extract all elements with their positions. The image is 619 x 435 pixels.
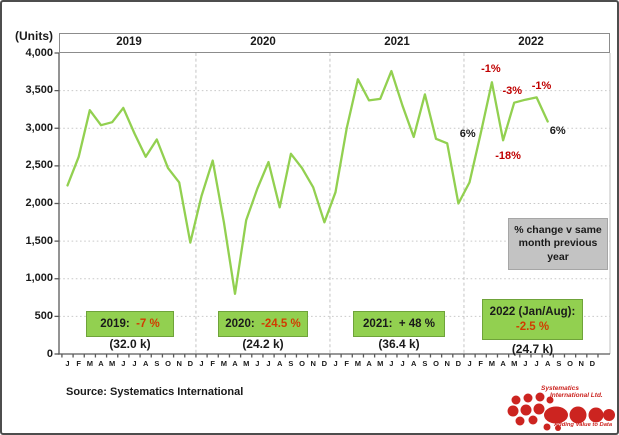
month-tick-label: S [288, 359, 294, 368]
year-label-2022: 2022 [518, 36, 544, 48]
summary-year: 2021: [363, 317, 393, 330]
month-tick-label: J [333, 359, 338, 368]
summary-year: 2020: [225, 317, 255, 330]
month-tick-label: D [455, 359, 462, 368]
month-tick-label: D [589, 359, 596, 368]
month-tick-label: J [132, 359, 137, 368]
month-tick-label: A [410, 359, 417, 368]
month-tick-label: M [511, 359, 518, 368]
month-tick-label: A [232, 359, 238, 368]
month-tick-label: J [467, 359, 472, 368]
summary-pct: -7 % [136, 317, 160, 330]
y-axis-units-label: (Units) [15, 29, 53, 43]
month-tick-label: M [220, 359, 227, 368]
month-tick-label: J [534, 359, 539, 368]
summary-total-2022: (24.7 k) [511, 342, 554, 356]
summary-box-2020: 2020: -24.5 % [218, 311, 308, 337]
y-tick-label: 0 [46, 347, 53, 360]
y-tick-label: 3,000 [25, 121, 53, 134]
month-tick-label: D [187, 359, 194, 368]
month-tick-label: J [121, 359, 126, 368]
y-tick-label: 2,500 [25, 159, 53, 172]
month-tick-label: F [344, 359, 349, 368]
month-tick-label: A [500, 359, 506, 368]
yoy-annotation: -1% [531, 80, 552, 93]
year-label-2021: 2021 [384, 36, 410, 48]
month-tick-label: S [154, 359, 160, 368]
month-tick-label: J [389, 359, 394, 368]
month-tick-label: O [165, 359, 171, 368]
yoy-annotation: -1% [481, 63, 501, 76]
note-line: month previous [518, 237, 598, 250]
month-tick-label: N [444, 359, 450, 368]
month-tick-label: J [199, 359, 204, 368]
month-tick-label: M [86, 359, 93, 368]
yoy-annotation: 6% [549, 125, 566, 138]
summary-box-2022: 2022 (Jan/Aug): -2.5 % [482, 299, 583, 340]
month-tick-label: O [299, 359, 305, 368]
note-box: % change v same month previous year [508, 218, 608, 270]
y-tick-label: 1,500 [25, 234, 53, 247]
summary-box-2019: 2019: -7 % [86, 311, 174, 337]
note-line: % change v same [514, 223, 602, 236]
month-tick-label: S [556, 359, 562, 368]
year-label-2020: 2020 [250, 36, 276, 48]
month-tick-label: N [310, 359, 316, 368]
month-tick-label: N [578, 359, 584, 368]
summary-pct: + 48 % [398, 317, 435, 330]
summary-pct: -24.5 % [261, 317, 301, 330]
logo-name: Systematics International Ltd. [541, 385, 603, 400]
month-tick-label: N [176, 359, 182, 368]
logo-ellipses-icon [507, 392, 615, 431]
yoy-annotation: 6% [459, 127, 476, 140]
y-tick-label: 2,000 [25, 197, 53, 209]
summary-year: 2019: [100, 317, 130, 330]
summary-year: 2022 (Jan/Aug): [489, 306, 576, 319]
y-tick-label: 500 [34, 309, 53, 322]
month-tick-label: A [545, 359, 551, 368]
month-tick-label: A [142, 359, 149, 368]
month-tick-label: J [65, 359, 70, 368]
month-tick-label: F [76, 359, 81, 368]
month-tick-label: J [255, 359, 260, 368]
y-tick-label: 3,500 [25, 84, 53, 97]
month-tick-label: M [377, 359, 384, 368]
month-tick-label: J [400, 359, 405, 368]
year-band [59, 33, 610, 53]
summary-total-2019: (32.0 k) [109, 337, 151, 351]
month-tick-label: F [210, 359, 215, 368]
logo-tagline: Adding Value to Data [554, 422, 613, 428]
y-tick-label: 4,000 [25, 46, 53, 59]
month-tick-label: J [523, 359, 528, 368]
month-tick-label: M [488, 359, 495, 368]
summary-total-2020: (24.2 k) [242, 337, 284, 351]
yoy-annotation: -18% [495, 150, 521, 163]
summary-box-2021: 2021: + 48 % [353, 311, 445, 337]
yoy-annotation: -3% [502, 84, 522, 97]
month-tick-label: O [433, 359, 439, 368]
month-tick-label: M [354, 359, 361, 368]
month-tick-label: A [98, 359, 104, 368]
y-tick-label: 1,000 [25, 272, 53, 285]
month-tick-label: A [276, 359, 283, 368]
month-tick-label: D [321, 359, 328, 368]
month-tick-label: M [109, 359, 116, 368]
month-tick-label: A [366, 359, 372, 368]
systematics-logo: Systematics International Ltd. Adding Va… [506, 385, 617, 433]
note-line: year [547, 250, 569, 263]
month-tick-label: S [422, 359, 428, 368]
month-tick-label: M [243, 359, 250, 368]
summary-total-2021: (36.4 k) [378, 337, 420, 351]
source-text: Source: Systematics International [66, 386, 244, 398]
month-tick-label: F [478, 359, 483, 368]
month-tick-label: O [567, 359, 573, 368]
summary-pct: -2.5 % [515, 320, 550, 333]
month-tick-label: J [266, 359, 271, 368]
year-label-2019: 2019 [116, 36, 142, 48]
